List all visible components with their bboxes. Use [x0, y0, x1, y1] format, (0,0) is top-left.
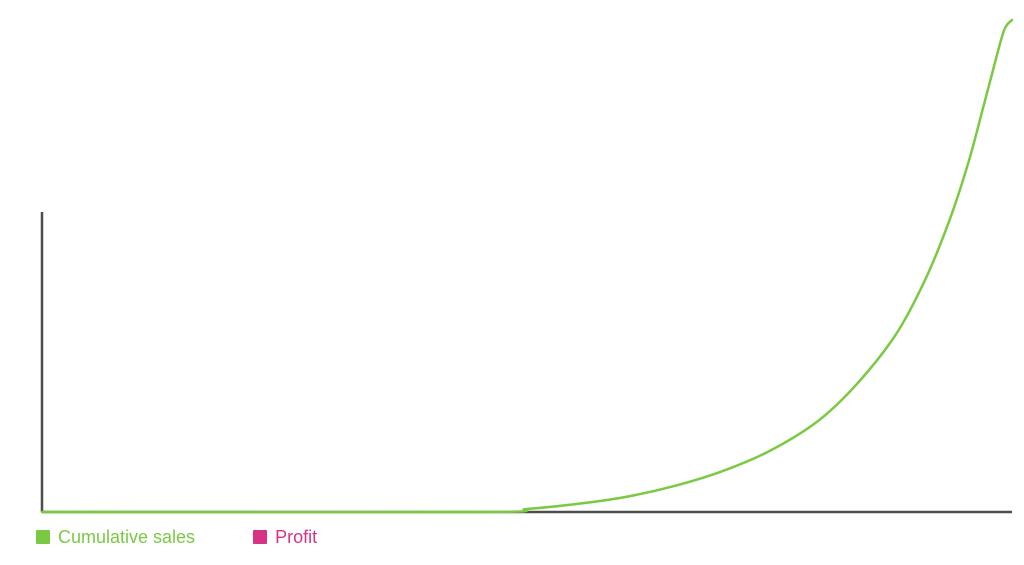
- legend-label-cumulative-sales: Cumulative sales: [58, 528, 195, 546]
- legend-swatch-cumulative-sales: [36, 530, 50, 544]
- series-cumulative-sales: [42, 20, 1012, 512]
- chart-container: Cumulative sales Profit: [0, 0, 1024, 565]
- legend-swatch-profit: [253, 530, 267, 544]
- legend-item-profit: Profit: [253, 528, 317, 546]
- line-chart: [0, 0, 1024, 565]
- chart-legend: Cumulative sales Profit: [36, 528, 367, 546]
- legend-item-cumulative-sales: Cumulative sales: [36, 528, 195, 546]
- legend-label-profit: Profit: [275, 528, 317, 546]
